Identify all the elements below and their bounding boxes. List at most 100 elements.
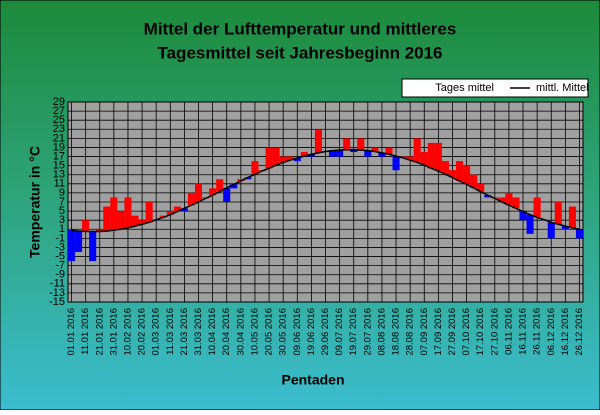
deviation-bar <box>519 211 527 221</box>
deviation-bar <box>223 187 231 202</box>
deviation-bar <box>343 138 351 150</box>
chart-title: Tagesmittel seit Jahresbeginn 2016 <box>157 43 442 62</box>
deviation-bar <box>307 154 315 157</box>
deviation-bar <box>194 183 203 202</box>
y-tick-label: 21 <box>53 132 65 144</box>
y-tick-label: -3 <box>55 241 65 253</box>
x-tick-label: 29.06 2016 <box>320 308 331 356</box>
deviation-bar <box>378 152 386 157</box>
deviation-bar <box>441 161 449 175</box>
y-axis-label: Temperatur in °C <box>27 146 43 258</box>
deviation-bar <box>385 147 393 155</box>
x-tick-label: 11.01 2016 <box>80 308 91 355</box>
y-tick-label: 7 <box>59 196 65 208</box>
deviation-bar <box>131 215 139 227</box>
x-tick-label: 07.10 2016 <box>461 308 472 356</box>
x-tick-label: 28.08 2016 <box>405 308 416 356</box>
deviation-bar <box>103 206 111 232</box>
x-tick-label: 06.12 2016 <box>546 308 557 356</box>
y-tick-label: -13 <box>49 287 65 299</box>
deviation-bar <box>547 222 555 239</box>
deviation-bar <box>505 192 513 206</box>
x-tick-label: 26.11 2016 <box>532 308 543 355</box>
y-tick-label: 29 <box>53 96 65 108</box>
deviation-bar <box>470 174 478 188</box>
x-tick-label: 27.10 2016 <box>489 308 500 356</box>
deviation-bar <box>138 220 146 225</box>
y-tick-label: -9 <box>55 269 65 281</box>
deviation-bar <box>173 206 181 212</box>
deviation-bar <box>434 142 442 172</box>
x-tick-label: 31.03 2016 <box>193 308 204 356</box>
x-tick-label: 19.07 2016 <box>348 308 359 356</box>
y-tick-label: 19 <box>53 141 65 153</box>
deviation-bar <box>159 215 167 218</box>
y-tick-label: 17 <box>53 150 65 162</box>
deviation-bar <box>251 161 259 175</box>
x-tick-label: 29.07 2016 <box>362 308 373 356</box>
x-tick-label: 21.03 2016 <box>179 308 190 356</box>
deviation-bar <box>420 152 428 166</box>
x-tick-label: 10.05 2016 <box>249 308 260 356</box>
x-tick-label: 09.07 2016 <box>334 308 345 356</box>
deviation-bar <box>413 138 421 163</box>
deviation-bar <box>89 231 97 262</box>
x-tick-label: 01.01 2016 <box>66 308 77 356</box>
x-tick-label: 17.09 2016 <box>433 308 444 356</box>
x-tick-label: 19.06 2016 <box>306 308 317 356</box>
deviation-bar <box>209 188 217 196</box>
deviation-bar <box>357 138 365 151</box>
deviation-bar <box>561 226 569 230</box>
x-tick-label: 30.05 2016 <box>278 308 289 356</box>
y-tick-label: 1 <box>59 223 65 235</box>
deviation-bar <box>286 156 294 161</box>
y-tick-label: -15 <box>49 296 65 308</box>
deviation-bar <box>75 231 83 252</box>
x-tick-label: 30.04 2016 <box>235 308 246 356</box>
deviation-bar <box>145 202 153 223</box>
chart-title: Mittel der Lufttemperatur und mittleres <box>144 19 457 38</box>
y-tick-label: 11 <box>54 178 65 190</box>
x-tick-label: 20.05 2016 <box>264 308 275 356</box>
deviation-bar <box>392 156 400 171</box>
deviation-bar <box>568 206 576 228</box>
x-tick-label: 10.04 2016 <box>207 308 218 356</box>
deviation-bar <box>279 156 287 163</box>
deviation-bar <box>110 197 118 231</box>
x-tick-label: 26.12 2016 <box>574 308 585 356</box>
x-tick-label: 06.11 2016 <box>503 308 514 355</box>
x-tick-label: 27.09 2016 <box>447 308 458 356</box>
x-tick-label: 16.12 2016 <box>560 308 571 356</box>
deviation-bar <box>336 150 344 157</box>
legend-label: Tages mittel <box>435 82 494 94</box>
y-tick-label: -7 <box>55 260 65 272</box>
deviation-bar <box>484 195 492 198</box>
deviation-bar <box>329 150 337 157</box>
deviation-bar <box>96 229 104 232</box>
y-tick-label: 27 <box>53 105 65 117</box>
y-tick-label: -1 <box>55 232 65 244</box>
deviation-bar <box>82 220 90 232</box>
y-tick-label: -11 <box>50 278 65 290</box>
deviation-bar <box>265 147 273 169</box>
y-tick-label: 15 <box>53 160 65 172</box>
deviation-bar <box>124 197 132 228</box>
x-tick-label: 20.04 2016 <box>221 308 232 356</box>
x-tick-label: 31.01 2016 <box>108 308 119 356</box>
y-tick-label: 3 <box>59 214 65 226</box>
x-tick-label: 20.02 2016 <box>137 308 148 356</box>
deviation-bar <box>364 150 372 157</box>
x-tick-label: 21.01 2016 <box>94 308 105 356</box>
deviation-bar <box>180 208 188 212</box>
y-tick-label: 13 <box>53 169 65 181</box>
x-tick-label: 11.03 2016 <box>165 308 176 355</box>
deviation-bar <box>456 161 464 182</box>
deviation-bar <box>350 149 358 152</box>
x-tick-label: 08.08 2016 <box>376 308 387 356</box>
deviation-bar <box>554 202 562 225</box>
deviation-bar <box>68 230 76 262</box>
deviation-bar <box>244 177 252 180</box>
deviation-bar <box>117 211 125 230</box>
